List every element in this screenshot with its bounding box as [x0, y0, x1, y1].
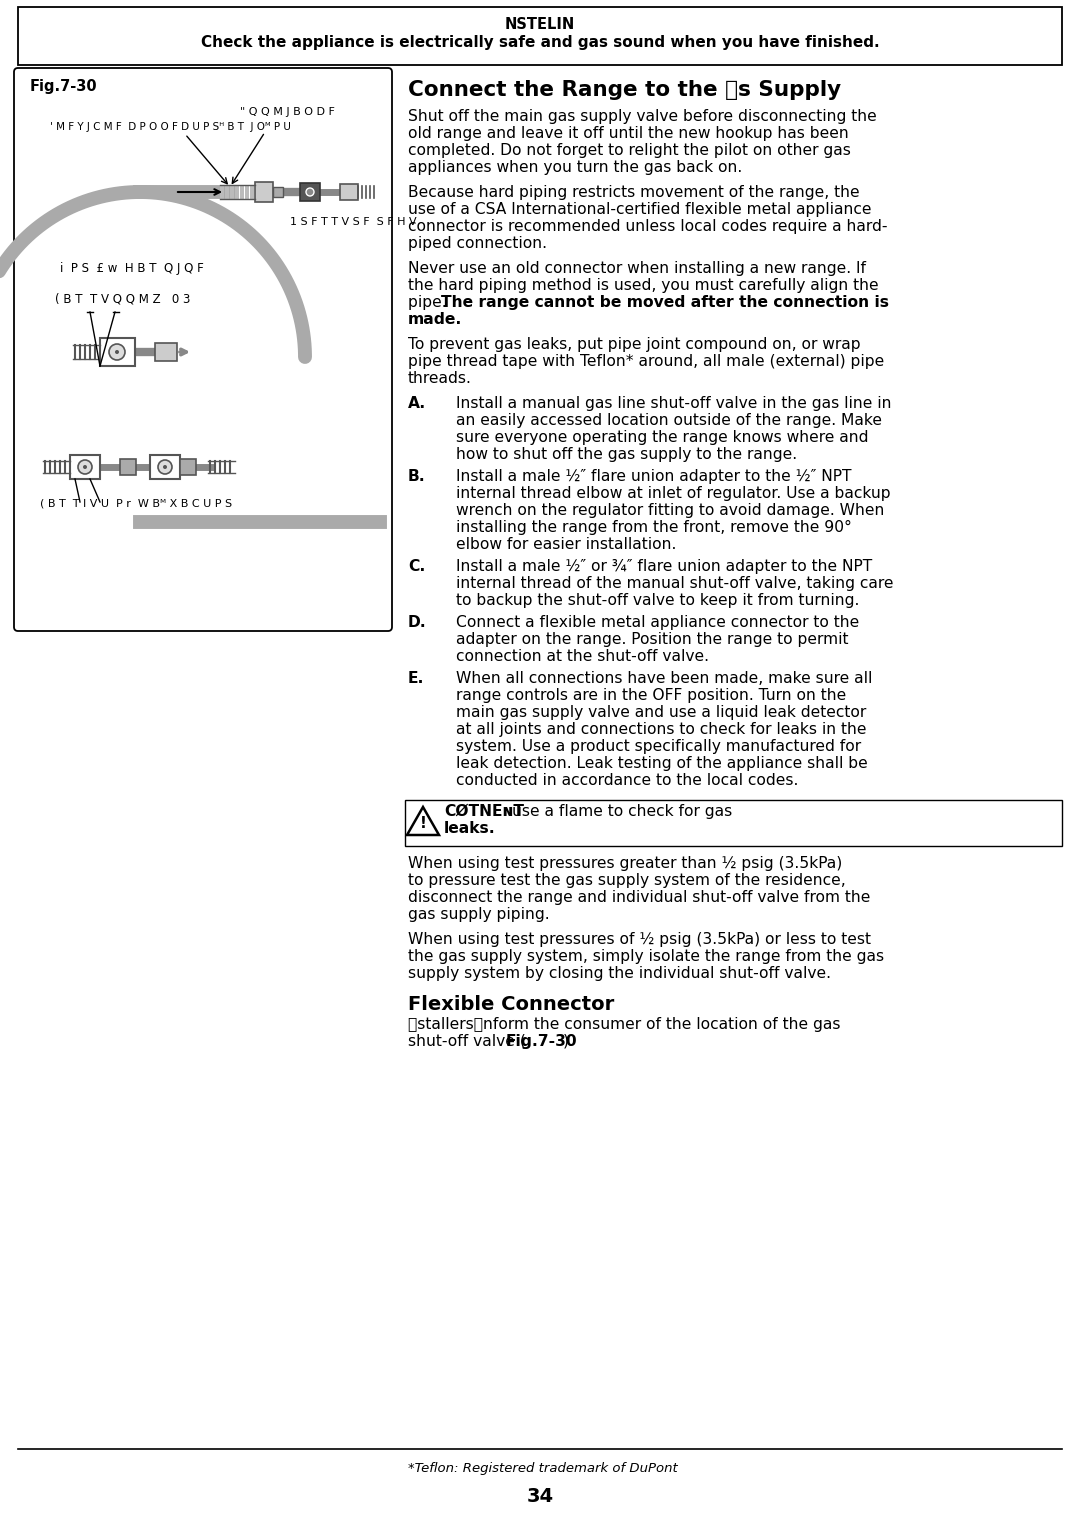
Bar: [340, 183, 357, 200]
Text: Flexible Connector: Flexible Connector: [408, 996, 615, 1014]
Circle shape: [158, 460, 172, 473]
Text: Install a male ½″ flare union adapter to the ½″ NPT: Install a male ½″ flare union adapter to…: [456, 469, 851, 484]
Text: Install a manual gas line shut-off valve in the gas line in: Install a manual gas line shut-off valve…: [456, 395, 891, 411]
Text: use of a CSA International-certified flexible metal appliance: use of a CSA International-certified fle…: [408, 202, 872, 217]
Text: ⩶stallers⩶nform the consumer of the location of the gas: ⩶stallers⩶nform the consumer of the loca…: [408, 1017, 840, 1032]
Text: leak detection. Leak testing of the appliance shall be: leak detection. Leak testing of the appl…: [456, 756, 867, 771]
Text: When using test pressures greater than ½ psig (3.5kPa): When using test pressures greater than ½…: [408, 857, 842, 870]
Text: main gas supply valve and use a liquid leak detector: main gas supply valve and use a liquid l…: [456, 705, 866, 721]
Text: appliances when you turn the gas back on.: appliances when you turn the gas back on…: [408, 160, 742, 176]
Text: conducted in accordance to the local codes.: conducted in accordance to the local cod…: [456, 773, 798, 788]
Text: an easily accessed location outside of the range. Make: an easily accessed location outside of t…: [456, 412, 882, 428]
Text: old range and leave it off until the new hookup has been: old range and leave it off until the new…: [408, 127, 849, 140]
Text: connection at the shut-off valve.: connection at the shut-off valve.: [456, 649, 708, 664]
Text: 34: 34: [526, 1487, 554, 1506]
Circle shape: [163, 466, 167, 469]
Bar: [225, 185, 229, 199]
Text: supply system by closing the individual shut-off valve.: supply system by closing the individual …: [408, 967, 831, 980]
Text: When using test pressures of ½ psig (3.5kPa) or less to test: When using test pressures of ½ psig (3.5…: [408, 931, 870, 947]
Text: installing the range from the front, remove the 90°: installing the range from the front, rem…: [456, 521, 852, 534]
Text: B.: B.: [408, 469, 426, 484]
Bar: [245, 185, 249, 199]
Text: When all connections have been made, make sure all: When all connections have been made, mak…: [456, 670, 873, 686]
Text: ( B T  T I V U  P r  W Bᴹ X B C U P S: ( B T T I V U P r W Bᴹ X B C U P S: [40, 499, 232, 508]
Text: wrench on the regulator fitting to avoid damage. When: wrench on the regulator fitting to avoid…: [456, 502, 885, 518]
Text: disconnect the range and individual shut-off valve from the: disconnect the range and individual shut…: [408, 890, 870, 906]
Circle shape: [114, 350, 119, 354]
Text: *Teflon: Registered trademark of DuPont: *Teflon: Registered trademark of DuPont: [408, 1461, 678, 1475]
Text: !: !: [419, 815, 427, 831]
Text: completed. Do not forget to relight the pilot on other gas: completed. Do not forget to relight the …: [408, 144, 851, 157]
Text: range controls are in the OFF position. Turn on the: range controls are in the OFF position. …: [456, 689, 847, 702]
Text: leaks.: leaks.: [444, 822, 496, 835]
Text: the hard piping method is used, you must carefully align the: the hard piping method is used, you must…: [408, 278, 879, 293]
Text: Connect the Range to the ⩶s Supply: Connect the Range to the ⩶s Supply: [408, 79, 841, 99]
Text: CØTNEɴT: CØTNEɴT: [444, 805, 524, 818]
Circle shape: [83, 466, 87, 469]
Text: sure everyone operating the range knows where and: sure everyone operating the range knows …: [456, 431, 868, 444]
Bar: [300, 183, 320, 202]
Text: i  P S  £ w  H B T  Q J Q F: i P S £ w H B T Q J Q F: [60, 263, 204, 275]
Text: Because hard piping restricts movement of the range, the: Because hard piping restricts movement o…: [408, 185, 860, 200]
Bar: [255, 182, 273, 202]
Text: adapter on the range. Position the range to permit: adapter on the range. Position the range…: [456, 632, 849, 647]
Text: the gas supply system, simply isolate the range from the gas: the gas supply system, simply isolate th…: [408, 948, 885, 964]
Text: Fig.7-30: Fig.7-30: [30, 79, 97, 95]
Bar: [230, 185, 234, 199]
Text: pipe.: pipe.: [408, 295, 451, 310]
Text: pipe thread tape with Teflon* around, all male (external) pipe: pipe thread tape with Teflon* around, al…: [408, 354, 885, 370]
Text: made.: made.: [408, 312, 462, 327]
Text: elbow for easier installation.: elbow for easier installation.: [456, 538, 676, 551]
Text: Connect a flexible metal appliance connector to the: Connect a flexible metal appliance conne…: [456, 615, 860, 631]
Text: to backup the shut-off valve to keep it from turning.: to backup the shut-off valve to keep it …: [456, 592, 860, 608]
Text: gas supply piping.: gas supply piping.: [408, 907, 550, 922]
Text: ).: ).: [563, 1034, 573, 1049]
Text: internal thread elbow at inlet of regulator. Use a backup: internal thread elbow at inlet of regula…: [456, 486, 891, 501]
Bar: [249, 185, 254, 199]
Bar: [235, 185, 239, 199]
Text: 1 S F T T V S F  S F H V: 1 S F T T V S F S F H V: [291, 217, 417, 228]
Text: system. Use a product specifically manufactured for: system. Use a product specifically manuf…: [456, 739, 861, 754]
Text: C.: C.: [408, 559, 426, 574]
Text: The range cannot be moved after the connection is: The range cannot be moved after the conn…: [441, 295, 889, 310]
Text: " Q Q M J B O D F: " Q Q M J B O D F: [240, 107, 335, 118]
Text: at all joints and connections to check for leaks in the: at all joints and connections to check f…: [456, 722, 866, 738]
FancyBboxPatch shape: [18, 8, 1062, 66]
Bar: [150, 455, 180, 479]
Bar: [220, 185, 224, 199]
Text: Fig.7-30: Fig.7-30: [507, 1034, 578, 1049]
Polygon shape: [407, 806, 438, 835]
Bar: [156, 344, 177, 360]
Text: NSTELIN: NSTELIN: [504, 17, 576, 32]
Text: Check the appliance is electrically safe and gas sound when you have finished.: Check the appliance is electrically safe…: [201, 35, 879, 50]
FancyBboxPatch shape: [405, 800, 1062, 846]
Text: ( B T  T V Q Q M Z   0 3: ( B T T V Q Q M Z 0 3: [55, 292, 190, 305]
Text: use a flame to check for gas: use a flame to check for gas: [512, 805, 732, 818]
Bar: [70, 455, 100, 479]
Text: shut-off valve (: shut-off valve (: [408, 1034, 526, 1049]
Text: E.: E.: [408, 670, 424, 686]
Text: Shut off the main gas supply valve before disconnecting the: Shut off the main gas supply valve befor…: [408, 108, 877, 124]
Text: connector is recommended unless local codes require a hard-: connector is recommended unless local co…: [408, 218, 888, 234]
Text: Install a male ½″ or ¾″ flare union adapter to the NPT: Install a male ½″ or ¾″ flare union adap…: [456, 559, 873, 574]
Bar: [180, 460, 195, 475]
Text: piped connection.: piped connection.: [408, 237, 546, 250]
Text: Never use an old connector when installing a new range. If: Never use an old connector when installi…: [408, 261, 866, 276]
FancyBboxPatch shape: [14, 69, 392, 631]
Text: to pressure test the gas supply system of the residence,: to pressure test the gas supply system o…: [408, 873, 846, 889]
Text: internal thread of the manual shut-off valve, taking care: internal thread of the manual shut-off v…: [456, 576, 893, 591]
Bar: [240, 185, 244, 199]
Text: To prevent gas leaks, put pipe joint compound on, or wrap: To prevent gas leaks, put pipe joint com…: [408, 337, 861, 353]
Bar: [100, 337, 135, 366]
Text: D.: D.: [408, 615, 427, 631]
Text: A.: A.: [408, 395, 427, 411]
Bar: [120, 460, 136, 475]
Text: ' M F Y J C M F  D P O O F D U P Sᴴ B T  J Oᴹ P U: ' M F Y J C M F D P O O F D U P Sᴴ B T J…: [50, 122, 291, 131]
Circle shape: [78, 460, 92, 473]
Text: threads.: threads.: [408, 371, 472, 386]
Circle shape: [109, 344, 125, 360]
Circle shape: [306, 188, 314, 195]
Text: how to shut off the gas supply to the range.: how to shut off the gas supply to the ra…: [456, 447, 797, 463]
Bar: [273, 186, 283, 197]
